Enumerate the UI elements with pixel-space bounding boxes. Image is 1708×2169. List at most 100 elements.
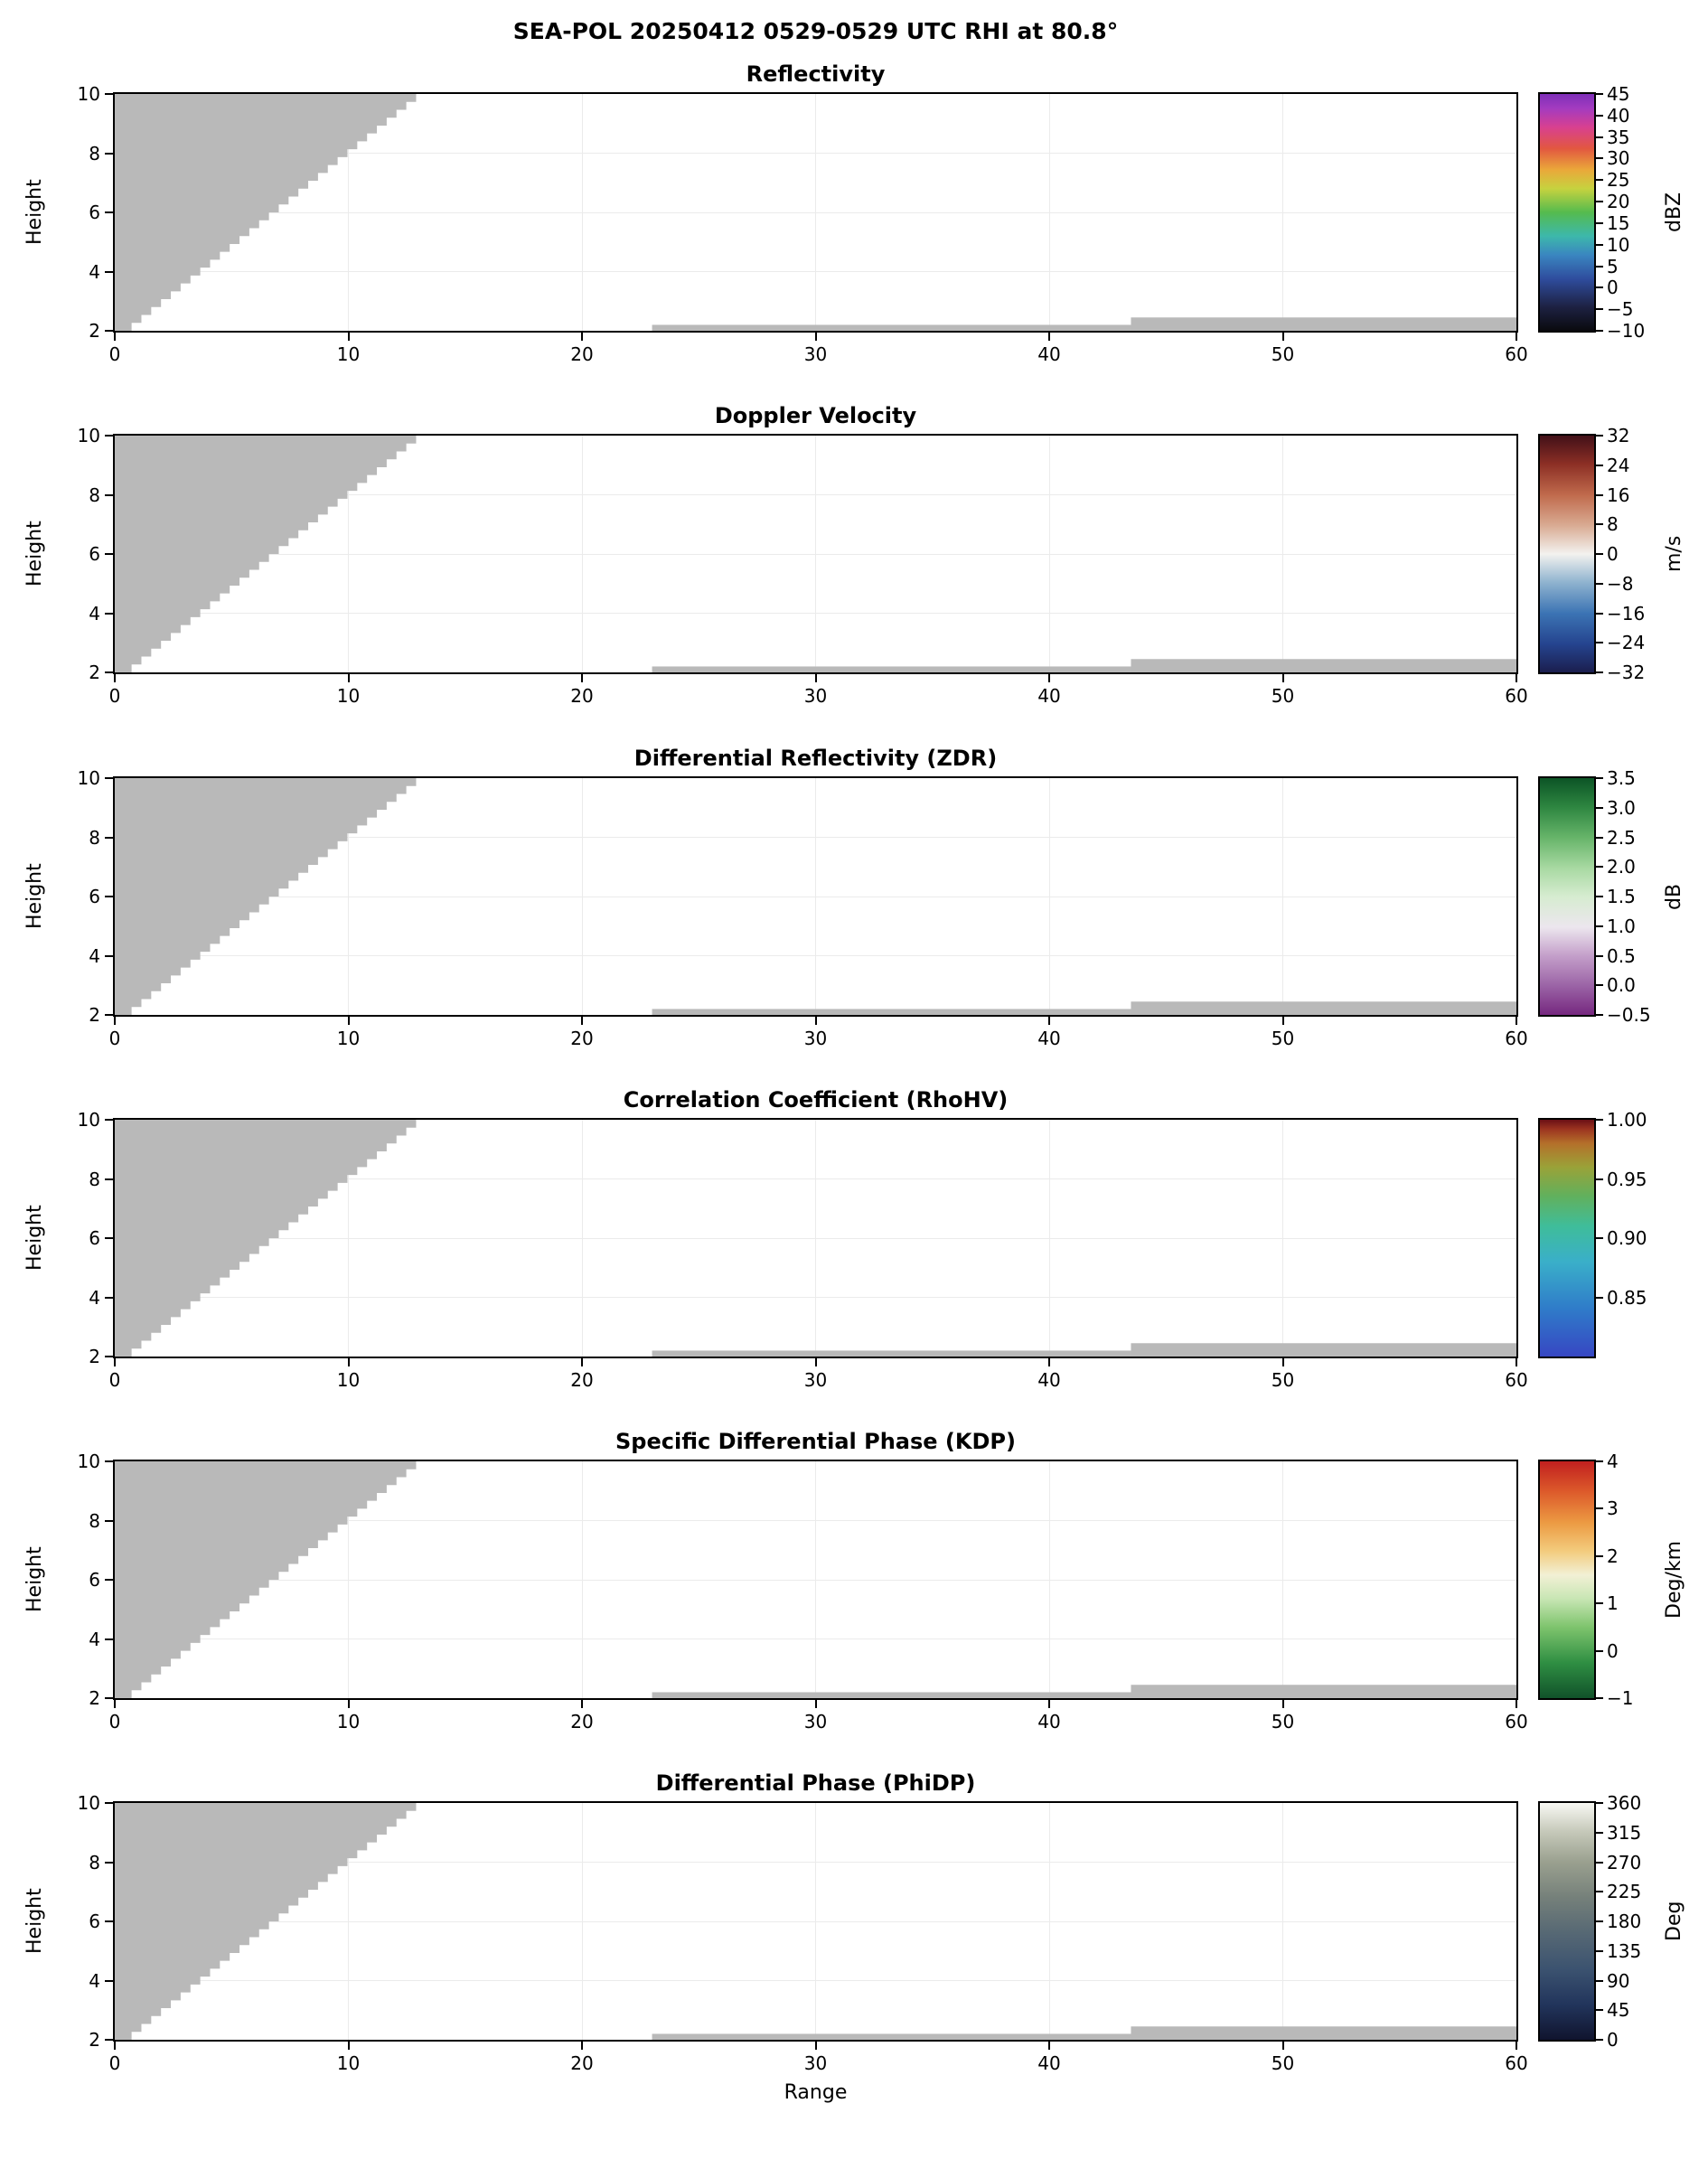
- y-tick-label: 6: [89, 1911, 100, 1932]
- masked-wedge: [115, 94, 417, 331]
- colorbar-tick: [1596, 1237, 1603, 1239]
- gridline-x: [1282, 436, 1283, 672]
- colorbar-tick: [1596, 435, 1603, 437]
- colorbar-tick-label: 1.0: [1607, 915, 1636, 937]
- y-tick-label: 6: [89, 1227, 100, 1249]
- masked-strip: [1131, 659, 1516, 672]
- colorbar-tick-label: 315: [1607, 1821, 1642, 1844]
- masked-strip: [652, 1692, 1131, 1698]
- x-tick: [1516, 1358, 1517, 1366]
- x-tick-label: 20: [570, 1028, 594, 1049]
- gridline-y: [115, 271, 1516, 272]
- colorbar-tick: [1596, 642, 1603, 644]
- gridline-y: [115, 1862, 1516, 1863]
- gridline-y: [115, 1520, 1516, 1521]
- colorbar-tick-label: −10: [1607, 320, 1646, 342]
- x-tick: [1516, 674, 1517, 682]
- colorbar-tick: [1596, 1649, 1603, 1652]
- gridline-x: [581, 1803, 583, 2040]
- gridline-x: [815, 1461, 816, 1698]
- gridline-y: [115, 494, 1516, 495]
- colorbar-tick-label: −16: [1607, 602, 1646, 624]
- colorbar-tick-label: 270: [1607, 1851, 1642, 1873]
- x-tick-label: 40: [1037, 1369, 1061, 1391]
- x-tick-label: 0: [108, 1711, 121, 1732]
- x-tick-label: 40: [1037, 2052, 1061, 2074]
- x-tick: [1048, 1358, 1050, 1366]
- gridline-y: [115, 1178, 1516, 1179]
- gridline-x: [1048, 778, 1050, 1015]
- colorbar-tick: [1596, 1507, 1603, 1510]
- colorbar: [1538, 434, 1596, 674]
- colorbar-tick: [1596, 1831, 1603, 1834]
- y-tick: [105, 1802, 113, 1804]
- x-tick: [1048, 674, 1050, 682]
- y-tick-label: 8: [89, 142, 100, 164]
- x-tick: [1281, 1017, 1284, 1025]
- gridline-y: [115, 613, 1516, 614]
- gridline-x: [348, 1461, 349, 1698]
- colorbar-tick-label: −1: [1607, 1687, 1634, 1709]
- x-tick: [814, 1358, 817, 1366]
- x-tick: [581, 1700, 583, 1708]
- masked-echo-regions: [115, 778, 1516, 1015]
- x-tick: [1281, 1358, 1284, 1366]
- colorbar-tick: [1596, 179, 1603, 182]
- colorbar-tick: [1596, 671, 1603, 673]
- x-tick-label: 50: [1271, 1711, 1295, 1732]
- colorbar: [1538, 1460, 1596, 1700]
- masked-strip: [652, 2033, 1131, 2040]
- y-tick: [105, 1579, 113, 1581]
- y-tick-label: 10: [77, 425, 100, 446]
- colorbar-tick: [1596, 1979, 1603, 1982]
- colorbar-tick-label: −5: [1607, 298, 1634, 321]
- colorbar: [1538, 1118, 1596, 1358]
- figure-title: SEA-POL 20250412 0529-0529 UTC RHI at 80…: [512, 18, 1119, 44]
- y-tick-label: 2: [89, 2029, 100, 2051]
- colorbar: [1538, 92, 1596, 333]
- x-tick-label: 0: [108, 685, 121, 707]
- gridline-x: [581, 1120, 583, 1357]
- colorbar-tick: [1596, 954, 1603, 957]
- colorbar-tick: [1596, 1949, 1603, 1952]
- y-tick: [105, 1460, 113, 1462]
- x-tick: [581, 2042, 583, 2050]
- y-tick-label: 4: [89, 1628, 100, 1650]
- panel-title: Differential Reflectivity (ZDR): [633, 746, 998, 771]
- masked-echo-regions: [115, 1461, 1516, 1698]
- colorbar-tick-label: 45: [1607, 83, 1630, 105]
- masked-strip: [652, 666, 1131, 672]
- panel-title: Doppler Velocity: [714, 403, 917, 428]
- colorbar-tick: [1596, 777, 1603, 779]
- colorbar-tick: [1596, 1602, 1603, 1605]
- colorbar-unit-label: Deg/km: [1663, 1540, 1685, 1620]
- x-tick: [581, 674, 583, 682]
- y-axis-label: Height: [23, 521, 46, 587]
- colorbar-tick-label: −8: [1607, 572, 1634, 595]
- colorbar: [1538, 776, 1596, 1017]
- gridline-x: [815, 94, 816, 331]
- gridline-x: [581, 1461, 583, 1698]
- x-tick-label: 20: [570, 1369, 594, 1391]
- plot-area: [113, 1118, 1518, 1358]
- colorbar-tick: [1596, 1861, 1603, 1864]
- y-axis-label: Height: [23, 1546, 46, 1613]
- colorbar-unit-label: m/s: [1663, 535, 1685, 573]
- x-tick-label: 50: [1271, 1369, 1295, 1391]
- colorbar-tick: [1596, 523, 1603, 526]
- x-tick: [347, 1700, 350, 1708]
- y-tick-label: 2: [89, 1346, 100, 1367]
- colorbar-tick-label: 0: [1607, 543, 1619, 565]
- x-tick-label: 50: [1271, 685, 1295, 707]
- colorbar-tick-label: 0.0: [1607, 974, 1636, 997]
- colorbar-tick: [1596, 612, 1603, 615]
- colorbar-tick: [1596, 866, 1603, 869]
- colorbar-tick-label: 1: [1607, 1592, 1619, 1615]
- colorbar-tick-label: 2.0: [1607, 856, 1636, 878]
- x-tick: [1516, 333, 1517, 341]
- gridline-x: [1048, 436, 1050, 672]
- x-tick-label: 50: [1271, 1028, 1295, 1049]
- x-tick: [1048, 1017, 1050, 1025]
